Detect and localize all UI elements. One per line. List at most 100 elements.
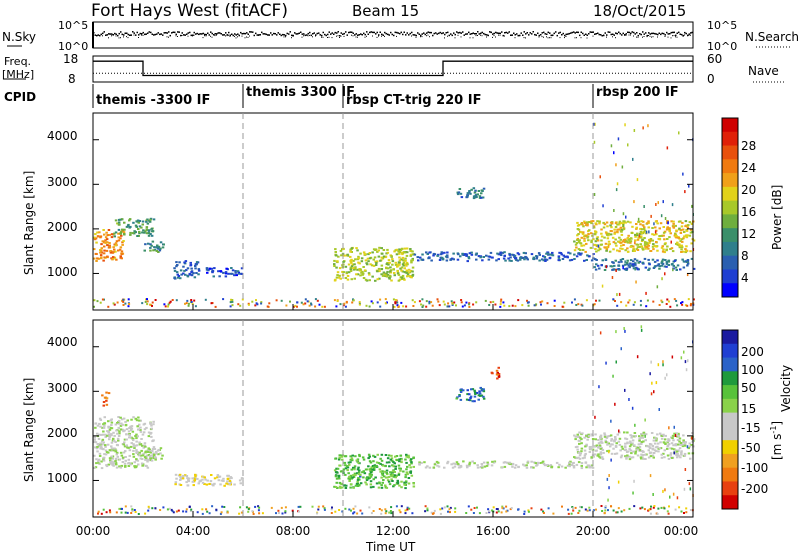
velocity-cell xyxy=(669,452,673,455)
noise-sky-point xyxy=(421,33,423,35)
power-speckle xyxy=(625,215,627,219)
power-cell xyxy=(396,270,399,273)
power-ground-cell xyxy=(151,301,154,304)
power-cell xyxy=(681,228,685,231)
velocity-cell xyxy=(369,461,373,464)
velocity-ground-cell xyxy=(506,509,509,512)
noise-sky-point xyxy=(442,32,444,34)
power-speckle xyxy=(610,144,613,148)
velocity-cell xyxy=(483,465,487,468)
power-speckle xyxy=(688,184,690,188)
power-cell xyxy=(352,268,356,271)
power-cell xyxy=(373,256,377,259)
velocity-cell xyxy=(102,458,105,461)
noise-sky-point xyxy=(169,34,171,37)
noise-sky-point xyxy=(274,33,276,35)
power-ground-cell xyxy=(113,303,116,306)
power-cell xyxy=(133,232,136,235)
power-cell xyxy=(400,247,404,250)
noise-search-point xyxy=(303,35,304,37)
power-cell xyxy=(675,229,678,232)
power-cell xyxy=(217,270,220,273)
noise-sky-point xyxy=(546,33,548,35)
noise-sky-point xyxy=(342,33,344,35)
velocity-cell xyxy=(115,429,118,432)
power-cell xyxy=(112,251,115,254)
velocity-cell xyxy=(630,436,633,439)
power-cell xyxy=(615,244,618,247)
power-cell xyxy=(683,231,686,233)
power-ground-cell xyxy=(191,302,194,305)
power-ground-cell xyxy=(194,305,197,308)
velocity-cell xyxy=(468,393,471,396)
velocity-cell xyxy=(349,455,352,458)
freq-panel: Freq. [MHz] 18 8 60 0 Nave xyxy=(2,52,785,86)
power-cell xyxy=(152,218,156,221)
noise-search-point xyxy=(175,35,177,37)
noise-sky-point xyxy=(105,34,107,36)
velocity-cell xyxy=(130,442,133,445)
velocity-ground-cell xyxy=(431,512,434,515)
power-ground-cell xyxy=(99,301,102,304)
power-cell xyxy=(629,245,632,248)
velocity-cell xyxy=(361,471,364,474)
velocity-cell xyxy=(95,462,98,465)
velocity-cell xyxy=(125,444,128,447)
power-ground-cell xyxy=(627,301,630,304)
velocity-cell xyxy=(581,457,585,460)
noise-sky-point xyxy=(637,34,639,37)
velocity-ground-cell xyxy=(663,507,666,510)
power-cell xyxy=(690,257,694,260)
velocity-ground-cell xyxy=(245,506,248,509)
velocity-cell xyxy=(349,476,353,479)
noise-search-point xyxy=(108,37,109,39)
velocity-cell xyxy=(577,456,580,459)
velocity-cell xyxy=(433,463,437,466)
power-cell xyxy=(386,270,389,273)
power-ground-cell xyxy=(302,303,305,306)
noise-sky-point xyxy=(226,34,228,36)
noise-search-point xyxy=(546,36,547,38)
power-cell xyxy=(579,249,582,251)
power-cell xyxy=(190,271,193,273)
power-cell xyxy=(173,277,176,280)
noise-sky-point xyxy=(625,33,627,35)
velocity-cell xyxy=(352,486,355,489)
velocity-cell xyxy=(114,441,117,443)
velocity-cell xyxy=(394,465,397,468)
power-cell xyxy=(411,270,414,273)
noise-sky-point xyxy=(145,33,147,35)
power-cell xyxy=(349,255,352,258)
velocity-cell xyxy=(395,459,399,462)
noise-sky-point xyxy=(346,34,348,36)
velocity-ground-cell xyxy=(281,512,284,515)
power-cell xyxy=(580,231,583,234)
power-cell xyxy=(637,261,640,264)
velocity-cell xyxy=(580,442,583,445)
power-cell xyxy=(208,267,212,270)
power-cell xyxy=(596,239,600,242)
vel-cbar-swatch xyxy=(722,398,738,414)
power-ground-cell xyxy=(352,299,355,302)
noise-sky-point xyxy=(340,32,342,34)
power-cell xyxy=(642,220,645,223)
power-cell xyxy=(688,221,692,224)
velocity-cell xyxy=(111,457,114,460)
vel-cbar-tick-50: 50 xyxy=(741,381,756,395)
noise-sky-point xyxy=(217,32,219,34)
velocity-ground-cell xyxy=(542,510,545,513)
velocity-cell xyxy=(653,442,657,445)
velocity-speckle xyxy=(662,489,664,493)
velocity-cell xyxy=(624,448,628,451)
velocity-cell xyxy=(660,437,664,440)
noise-sky-point xyxy=(484,33,486,36)
velocity-cell xyxy=(138,443,142,446)
velocity-cell xyxy=(100,460,103,463)
velocity-cell xyxy=(103,453,106,456)
power-cell xyxy=(577,248,581,251)
noise-sky-point xyxy=(682,34,684,37)
noise-sky-point xyxy=(162,34,164,36)
power-cell xyxy=(182,265,185,268)
noise-sky-point xyxy=(289,31,291,33)
velocity-cell xyxy=(637,443,641,446)
